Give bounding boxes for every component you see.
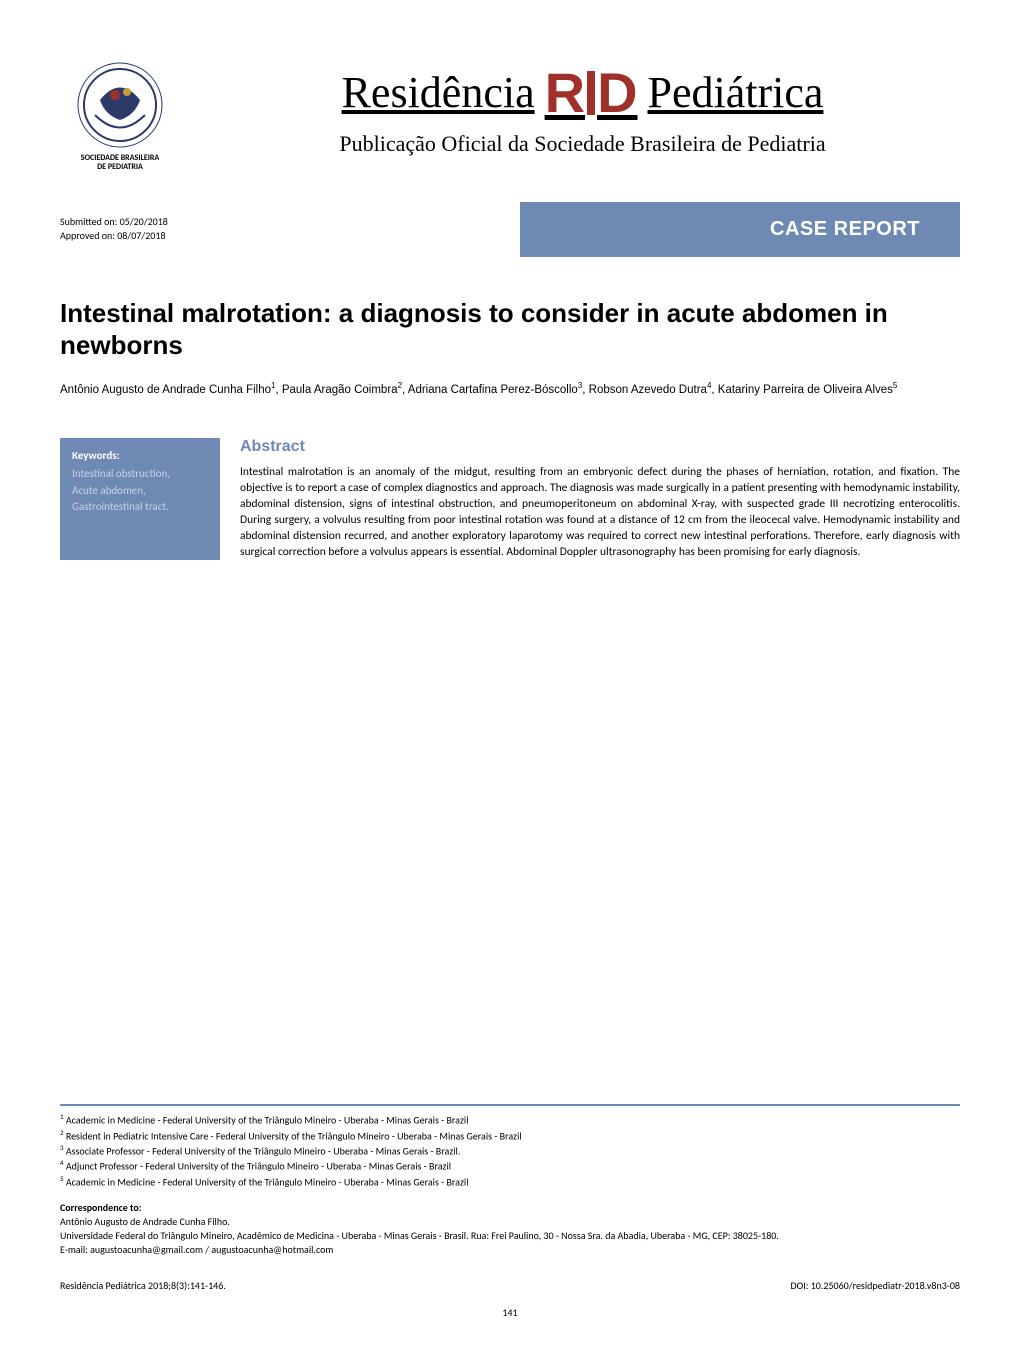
page-number: 141 [60, 1306, 960, 1319]
correspondence: Correspondence to: Antônio Augusto de An… [60, 1201, 960, 1257]
society-logo: SOCIEDADE BRASILEIRA DE PEDIATRIA [60, 60, 180, 172]
affiliations: 1 Academic in Medicine - Federal Univers… [60, 1112, 960, 1189]
keywords-box: Keywords: Intestinal obstruction,Acute a… [60, 438, 220, 561]
footer: 1 Academic in Medicine - Federal Univers… [60, 1104, 960, 1319]
citation-row: Residência Pediátrica 2018;8(3):141-146.… [60, 1279, 960, 1292]
keywords-items: Intestinal obstruction,Acute abdomen,Gas… [72, 466, 208, 516]
header: SOCIEDADE BRASILEIRA DE PEDIATRIA Residê… [60, 60, 960, 172]
journal-title-right: Pediátrica [648, 67, 824, 118]
content-columns: Keywords: Intestinal obstruction,Acute a… [60, 438, 960, 561]
sbp-seal-icon [75, 60, 165, 150]
metadata-row: Submitted on: 05/20/2018 Approved on: 08… [60, 202, 960, 257]
article-title: Intestinal malrotation: a diagnosis to c… [60, 297, 960, 362]
correspondence-heading: Correspondence to: [60, 1201, 960, 1215]
submitted-label: Submitted on: [60, 215, 120, 228]
divider [60, 1104, 960, 1106]
abstract-text: Intestinal malrotation is an anomaly of … [240, 464, 960, 561]
journal-title-left: Residência [342, 67, 535, 118]
citation-text: Residência Pediátrica 2018;8(3):141-146. [60, 1279, 226, 1292]
doi-text: DOI: 10.25060/residpediatr-2018.v8n3-08 [791, 1279, 961, 1292]
journal-masthead: Residência RD Pediátrica Publicação Ofic… [205, 60, 960, 157]
article-type-banner: CASE REPORT [520, 202, 960, 257]
rd-logo-icon: RD [545, 60, 638, 125]
keywords-heading: Keywords: [72, 448, 208, 465]
approved-label: Approved on: [60, 229, 117, 242]
approved-value: 08/07/2018 [117, 229, 165, 242]
author-list: Antônio Augusto de Andrade Cunha Filho1,… [60, 380, 960, 398]
logo-org-line2: DE PEDIATRIA [81, 163, 159, 172]
correspondence-address: Universidade Federal do Triângulo Mineir… [60, 1229, 960, 1243]
correspondence-name: Antônio Augusto de Andrade Cunha Filho. [60, 1215, 960, 1229]
abstract-heading: Abstract [240, 438, 960, 456]
correspondence-email: E-mail: augustoacunha@gmail.com / august… [60, 1243, 960, 1257]
submission-dates: Submitted on: 05/20/2018 Approved on: 08… [60, 215, 168, 243]
abstract-section: Abstract Intestinal malrotation is an an… [240, 438, 960, 561]
journal-subtitle: Publicação Oficial da Sociedade Brasilei… [339, 131, 825, 157]
submitted-value: 05/20/2018 [120, 215, 168, 228]
